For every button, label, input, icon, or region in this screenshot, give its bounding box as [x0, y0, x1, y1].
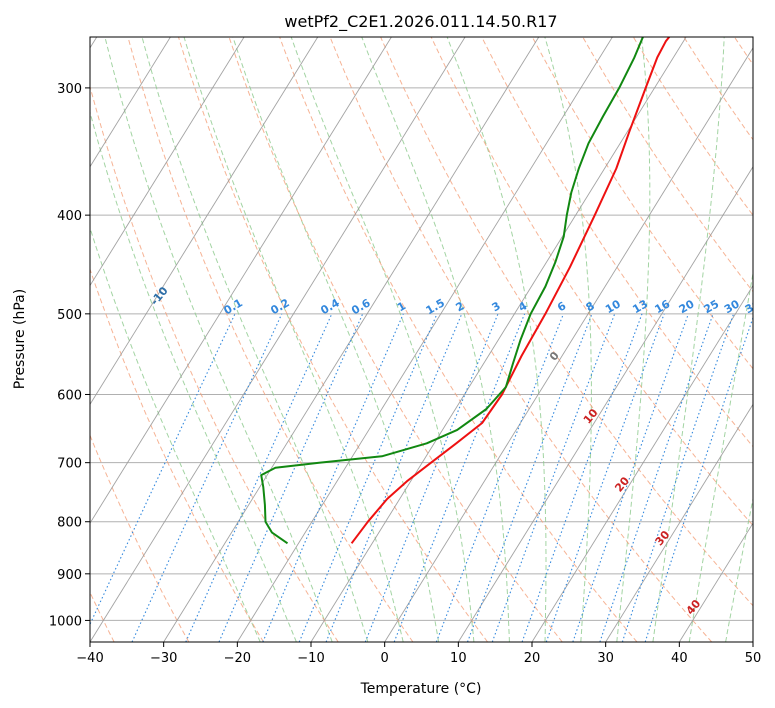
isotherm--10 [310, 37, 687, 642]
mixing-ratio-line-2 [185, 313, 333, 642]
moist-adiabat-10 [290, 37, 475, 642]
dry-adiabat-40 [329, 37, 713, 642]
plot-frame [89, 36, 754, 643]
isotherm--80 [90, 37, 171, 168]
chart-title: wetPf2_C2E1.2026.011.14.50.R17 [284, 12, 557, 32]
isotherm-10 [457, 165, 753, 642]
dry-adiabat--30 [90, 434, 190, 642]
isotherm-20 [531, 284, 753, 642]
mixing-ratio-line-8 [393, 313, 526, 642]
sounding-profiles [260, 37, 671, 545]
mixing-ratio-line-14 [572, 313, 689, 642]
dry-adiabat-20 [228, 37, 563, 642]
x-tick-label--20: −20 [224, 651, 251, 666]
y-tick-label-700: 700 [57, 457, 82, 472]
y-axis: 1002003004005006007008009001000 [49, 82, 90, 629]
isotherm--50 [90, 37, 392, 525]
isotherm-0 [384, 47, 753, 642]
moist-adiabats [90, 37, 753, 642]
mixing-ratio-line-17 [644, 316, 753, 642]
series-line-temperature [350, 37, 671, 544]
y-tick-label-1000: 1000 [49, 614, 82, 629]
x-tick-label-10: 10 [450, 651, 467, 666]
mixing-ratio-line-0 [90, 313, 236, 626]
isotherm--20 [236, 37, 613, 642]
dry-adiabats [90, 37, 753, 642]
isotherm-30 [605, 403, 753, 642]
dry-adiabat--20 [90, 267, 264, 642]
mixing-ratio-line-13 [545, 313, 665, 642]
moist-adiabat-40 [688, 270, 753, 642]
moist-adiabat--15 [90, 110, 297, 642]
y-tick-label-900: 900 [57, 568, 82, 583]
mixing-ratio-line-7 [364, 313, 499, 642]
x-tick-label-0: 0 [381, 651, 389, 666]
series-line-dewpoint [260, 37, 645, 545]
y-tick-label-600: 600 [57, 388, 82, 403]
moist-adiabat-0 [183, 37, 404, 642]
mixing-ratio-lines [90, 313, 753, 642]
moist-adiabat--5 [141, 37, 369, 642]
moist-adiabat-35 [652, 37, 725, 642]
x-tick-label-40: 40 [671, 651, 688, 666]
mixing-ratio-line-3 [218, 313, 364, 642]
x-axis-label: Temperature (°C) [360, 681, 482, 697]
x-tick-label-20: 20 [524, 651, 541, 666]
moist-adiabat-5 [232, 37, 440, 642]
y-axis-label: Pressure (hPa) [12, 289, 28, 389]
dry-adiabat-30 [279, 37, 638, 642]
isotherm--30 [163, 37, 540, 642]
mixing-ratio-line-15 [599, 313, 714, 642]
moist-adiabat-15 [361, 37, 510, 642]
x-tick-label-30: 30 [597, 651, 614, 666]
mixing-ratio-line-1 [131, 313, 283, 642]
moist-adiabat-20 [446, 37, 547, 642]
isotherm--60 [90, 37, 319, 406]
x-tick-label--10: −10 [297, 651, 324, 666]
x-tick-label-50: 50 [745, 651, 762, 666]
skewed-isotherms [90, 37, 753, 642]
x-axis: −40 −30 −20 −10 0 10 20 30 40 50 [76, 642, 761, 666]
y-tick-label-800: 800 [57, 516, 82, 531]
moist-adiabat--10 [104, 37, 333, 642]
moist-adiabat--20 [90, 226, 261, 642]
y-tick-label-500: 500 [57, 308, 82, 323]
dry-adiabat-10 [177, 37, 489, 642]
isotherm--40 [90, 37, 466, 642]
mixing-ratio-line-5 [298, 313, 438, 642]
mixing-ratio-label-17: 36 [743, 297, 763, 316]
dry-adiabat-50 [380, 37, 753, 607]
moist-adiabat-45 [725, 496, 753, 642]
y-tick-label-400: 400 [57, 209, 82, 224]
isotherm--70 [90, 37, 245, 287]
x-tick-label--40: −40 [76, 651, 103, 666]
y-tick-label-300: 300 [57, 82, 82, 97]
x-tick-label--30: −30 [150, 651, 177, 666]
gridlines [90, 87, 753, 621]
